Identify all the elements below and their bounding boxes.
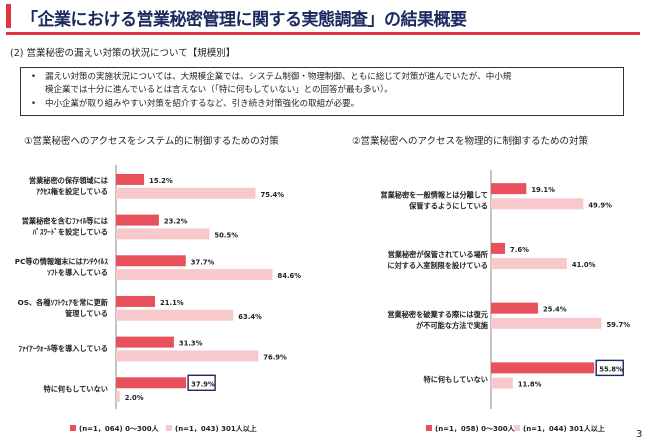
chart-2-legend-swatch xyxy=(426,425,432,431)
chart-1-value-label-small: 37.7% xyxy=(191,258,215,266)
chart-1-value-label-large: 84.6% xyxy=(278,272,302,280)
chart-1-bar-large xyxy=(116,269,273,281)
chart-2-value-label-small: 25.4% xyxy=(543,306,567,314)
chart-2-bar-small xyxy=(491,362,595,374)
chart-1-category-label: ﾊﾟｽﾜｰﾄﾞを設定している xyxy=(32,228,108,237)
chart-2-legend-label: (n=1，044) 301人以上 xyxy=(523,424,605,433)
chart-2-category-label: 特に何もしていない xyxy=(424,375,488,384)
chart-1-value-label-small: 21.1% xyxy=(160,299,184,307)
chart-2-value-label-small: 55.8% xyxy=(599,365,623,373)
page-number: 3 xyxy=(636,429,643,440)
chart-1-value-label-small: 15.2% xyxy=(149,177,173,185)
chart-1-value-label-large: 2.0% xyxy=(125,394,144,402)
chart-2-legend-label: (n=1，058) 0～300人 xyxy=(435,424,516,433)
chart-1-bar-small xyxy=(116,255,186,267)
title-bar: 「企業における営業秘密管理に関する実態調査」の結果概要 xyxy=(6,4,611,30)
chart-2-value-label-large: 11.8% xyxy=(518,381,542,389)
note-bullet-2-text: 中小企業が取り組みやすい対策を紹介するなど、引き続き対策強化の取組が必要。 xyxy=(45,99,360,109)
chart-1-value-label-large: 50.5% xyxy=(214,231,238,239)
chart-2-value-label-large: 41.0% xyxy=(572,261,596,269)
chart-2-category-label: 営業秘密を破棄する際には復元 xyxy=(387,310,488,319)
chart-1-value-label-large: 63.4% xyxy=(238,313,262,321)
chart-1-legend-label: (n=1，043) 301人以上 xyxy=(175,424,257,433)
chart-1-category-label: ﾌｧｲｱｰｳｫｰﾙ等を導入している xyxy=(18,344,108,353)
chart-2-category-label: 保管するようにしている xyxy=(408,201,488,210)
chart-2-legend-swatch xyxy=(514,425,520,431)
chart-2-value-label-small: 19.1% xyxy=(531,186,555,194)
chart-1-category-label: 営業秘密を含むﾌｧｲﾙ等には xyxy=(22,217,108,226)
bullet-symbol: • xyxy=(31,99,37,109)
chart-1-category-label: OS、各種ｿﾌﾄｳｪｱを常に更新 xyxy=(18,298,109,307)
chart-1-legend-swatch xyxy=(166,425,172,431)
chart-1-value-label-small: 31.3% xyxy=(179,340,203,348)
chart-1-category-label: 管理している xyxy=(65,309,108,318)
chart-1-bar-small xyxy=(116,377,187,389)
chart-1-category-label: ｱｸｾｽ権を設定している xyxy=(36,187,108,196)
chart-1-title: ①営業秘密へのアクセスをシステム的に制御するための対策 xyxy=(24,136,279,147)
chart-1-category-label: 営業秘密の保存領域には xyxy=(29,176,108,185)
chart-2-bar-large xyxy=(491,317,602,329)
chart-2-bar-small xyxy=(491,242,506,254)
chart-1-bar-large xyxy=(116,391,120,403)
chart-2-category-label: 営業秘密を一般情報とは分離して xyxy=(380,190,488,199)
chart-2-bar-large xyxy=(491,258,567,270)
title-divider xyxy=(6,32,640,35)
bullet-symbol: • xyxy=(31,72,37,82)
chart-1-bar-large xyxy=(116,228,210,240)
chart-1-bar-large xyxy=(116,187,256,199)
chart-2-value-label-large: 59.7% xyxy=(606,321,630,329)
chart-1-bar-large xyxy=(116,350,259,362)
chart-2-highlight-box xyxy=(595,359,624,377)
chart-1-category-label: PC等の情報端末にはｱﾝﾁｳｲﾙｽ xyxy=(15,257,109,266)
chart-2-category-label: に対する入室制限を設けている xyxy=(387,261,488,270)
summary-note-box: • 漏えい対策の実施状況については、大規模企業では、システム制御・物理制御、とも… xyxy=(20,67,624,116)
note-bullet-2: • 中小企業が取り組みやすい対策を紹介するなど、引き続き対策強化の取組が必要。 xyxy=(31,98,360,111)
chart-2-bar-small xyxy=(491,302,538,314)
chart-2-value-label-large: 49.9% xyxy=(588,201,612,209)
chart-1-bar-small xyxy=(116,214,159,226)
chart-2-bar-large xyxy=(491,198,584,210)
section-heading: (2) 営業秘密の漏えい対策の状況について【規模別】 xyxy=(10,48,236,59)
chart-1-legend-swatch xyxy=(70,425,76,431)
chart-2-category-label: 営業秘密が保管されている場所 xyxy=(388,250,489,259)
chart-1-value-label-small: 37.9% xyxy=(191,380,215,388)
chart-1-bar-small xyxy=(116,336,174,348)
chart-1-category-label: 特に何もしていない xyxy=(44,385,108,394)
chart-1-bar-small xyxy=(116,173,145,185)
chart-1-value-label-large: 76.9% xyxy=(263,353,287,361)
note-bullet-1-text-1: 漏えい対策の実施状況については、大規模企業では、システム制御・物理制御、ともに総… xyxy=(45,72,512,82)
chart-1-legend-label: (n=1，064) 0～300人 xyxy=(79,424,160,433)
chart-1-category-label: ｿﾌﾄを導入している xyxy=(47,268,108,277)
chart-2-category-label: が不可能な方法で実施 xyxy=(416,321,489,330)
chart-1-bar-small xyxy=(116,295,156,307)
note-bullet-1-line-2: 模企業では十分に進んでいるとは言えない（「特に何もしていない」との回答が最も多い… xyxy=(45,85,393,95)
chart-1-value-label-small: 23.2% xyxy=(164,218,188,226)
chart-2-bar-small xyxy=(491,183,527,195)
chart-1-highlight-box xyxy=(187,374,216,391)
page-title: 「企業における営業秘密管理に関する実態調査」の結果概要 xyxy=(21,10,467,30)
chart-1-value-label-large: 75.4% xyxy=(260,191,284,199)
chart-1-bar-large xyxy=(116,309,234,321)
chart-2-title: ②営業秘密へのアクセスを物理的に制御するための対策 xyxy=(352,136,589,147)
chart-2-bar-large xyxy=(491,377,513,389)
note-bullet-1-line-1: • 漏えい対策の実施状況については、大規模企業では、システム制御・物理制御、とも… xyxy=(31,71,512,84)
chart-2-value-label-small: 7.6% xyxy=(510,246,529,254)
